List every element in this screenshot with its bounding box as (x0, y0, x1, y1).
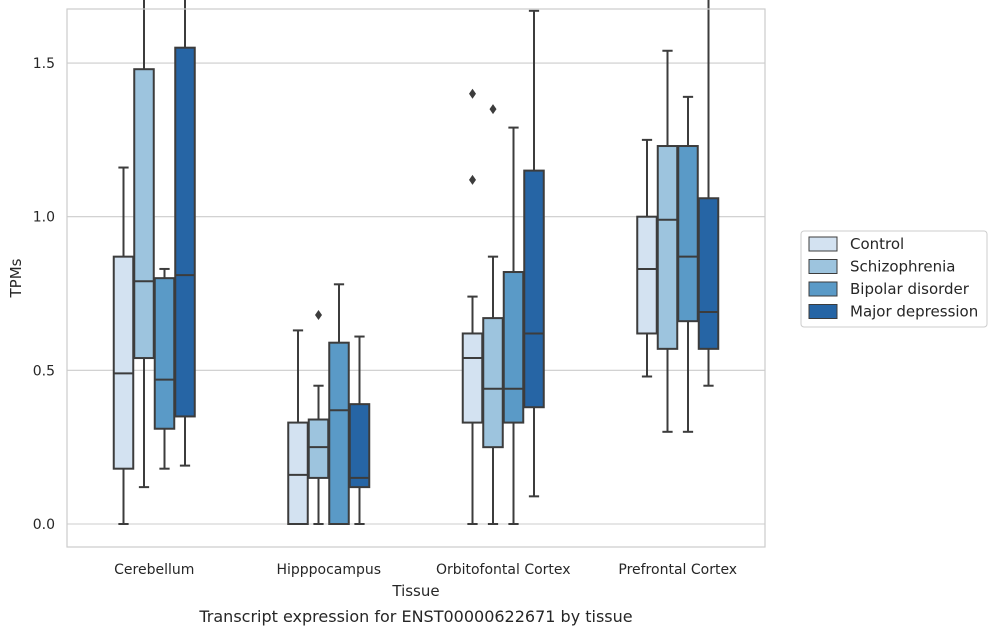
box-body (482, 317, 504, 449)
x-tick-label: Orbitofontal Cortex (436, 562, 571, 578)
legend-swatch (808, 259, 838, 274)
legend-label: Major depression (850, 303, 978, 321)
box-group (153, 267, 176, 470)
box-group (133, 0, 155, 489)
box-body (287, 421, 309, 525)
x-tick-label: Prefrontal Cortex (618, 562, 737, 578)
legend-label: Control (850, 235, 904, 253)
box-body (656, 145, 679, 350)
box-group (348, 335, 371, 525)
box-body (133, 68, 155, 360)
series-control (112, 88, 658, 525)
legend-label: Schizophrenia (850, 258, 955, 276)
box-body (174, 46, 196, 418)
legend: Control Schizophrenia Bipolar disorder Majo… (800, 230, 988, 328)
box-body (112, 255, 135, 470)
box-body (523, 169, 545, 409)
box-body (307, 418, 330, 479)
box-group (523, 9, 545, 498)
box-body (677, 145, 699, 323)
y-tick-label: 0.0 (33, 517, 55, 533)
chart-caption: Transcript expression for ENST0000062267… (198, 607, 632, 626)
box-group (112, 166, 135, 525)
y-tick-label: 1.5 (33, 56, 55, 72)
outlier-point (489, 104, 497, 115)
box-group (174, 0, 196, 467)
box-group (502, 126, 525, 525)
box-group (636, 138, 658, 378)
x-tick-label: Cerebellum (114, 562, 194, 578)
x-axis-title: Tissue (391, 582, 439, 600)
x-tick-labels: Cerebellum Hipppocampus Orbitofontal Corte… (114, 562, 737, 578)
legend-swatch (808, 236, 838, 252)
y-tick-label: 1.0 (33, 210, 55, 226)
legend-frame (800, 230, 988, 328)
plot-area-frame (66, 8, 766, 548)
box-group (307, 310, 330, 525)
outlier-point (315, 310, 322, 321)
box-body (697, 197, 720, 350)
box-group (656, 49, 679, 433)
outlier-point (469, 174, 476, 185)
legend-label: Bipolar disorder (850, 280, 970, 298)
x-tick-label: Hipppocampus (276, 562, 381, 578)
box-group (697, 0, 720, 387)
y-tick-labels: 0.00.51.01.52.02.53.0 (33, 56, 55, 533)
box-body (636, 215, 658, 335)
box-group (287, 329, 309, 525)
box-group (461, 88, 484, 525)
box-group (482, 104, 504, 525)
box-body (328, 341, 350, 525)
legend-items: Control Schizophrenia Bipolar disorder Majo… (808, 235, 978, 321)
y-tick-label: 0.5 (33, 363, 55, 379)
box-group (328, 283, 350, 525)
box-group (677, 95, 699, 433)
series-bipolar-disorder (153, 95, 699, 525)
box-body (348, 403, 371, 489)
series-major-depression (174, 0, 720, 525)
box-body (153, 277, 176, 430)
box-body (502, 271, 525, 424)
outlier-point (469, 88, 476, 99)
series-schizophrenia (133, 0, 679, 525)
legend-swatch (808, 304, 838, 319)
box-body (461, 332, 484, 424)
legend-swatch (808, 281, 838, 297)
box-series (112, 0, 720, 525)
y-axis-title: TPMs (7, 258, 25, 298)
